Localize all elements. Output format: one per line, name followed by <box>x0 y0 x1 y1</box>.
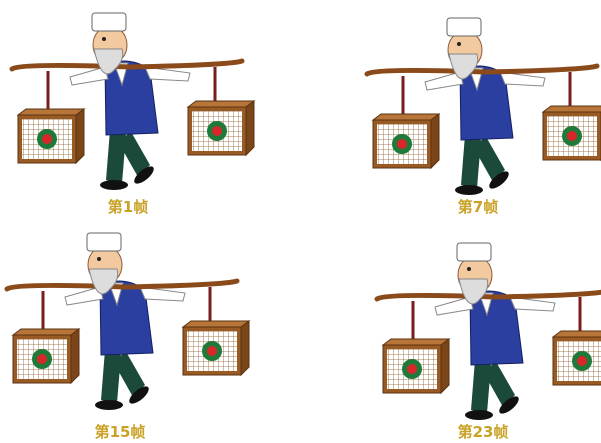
frame-figure <box>367 18 601 195</box>
frame-label: 第1帧 <box>108 198 148 216</box>
frames-view: 第1帧 第7帧 第15帧 第23帧 <box>0 0 601 443</box>
frame-label: 第7帧 <box>458 198 498 216</box>
frame-figure <box>7 233 249 410</box>
frame-label: 第23帧 <box>458 423 509 441</box>
frame-figure <box>377 243 601 420</box>
frame-figure <box>12 13 254 190</box>
frame-label: 第15帧 <box>95 423 146 441</box>
